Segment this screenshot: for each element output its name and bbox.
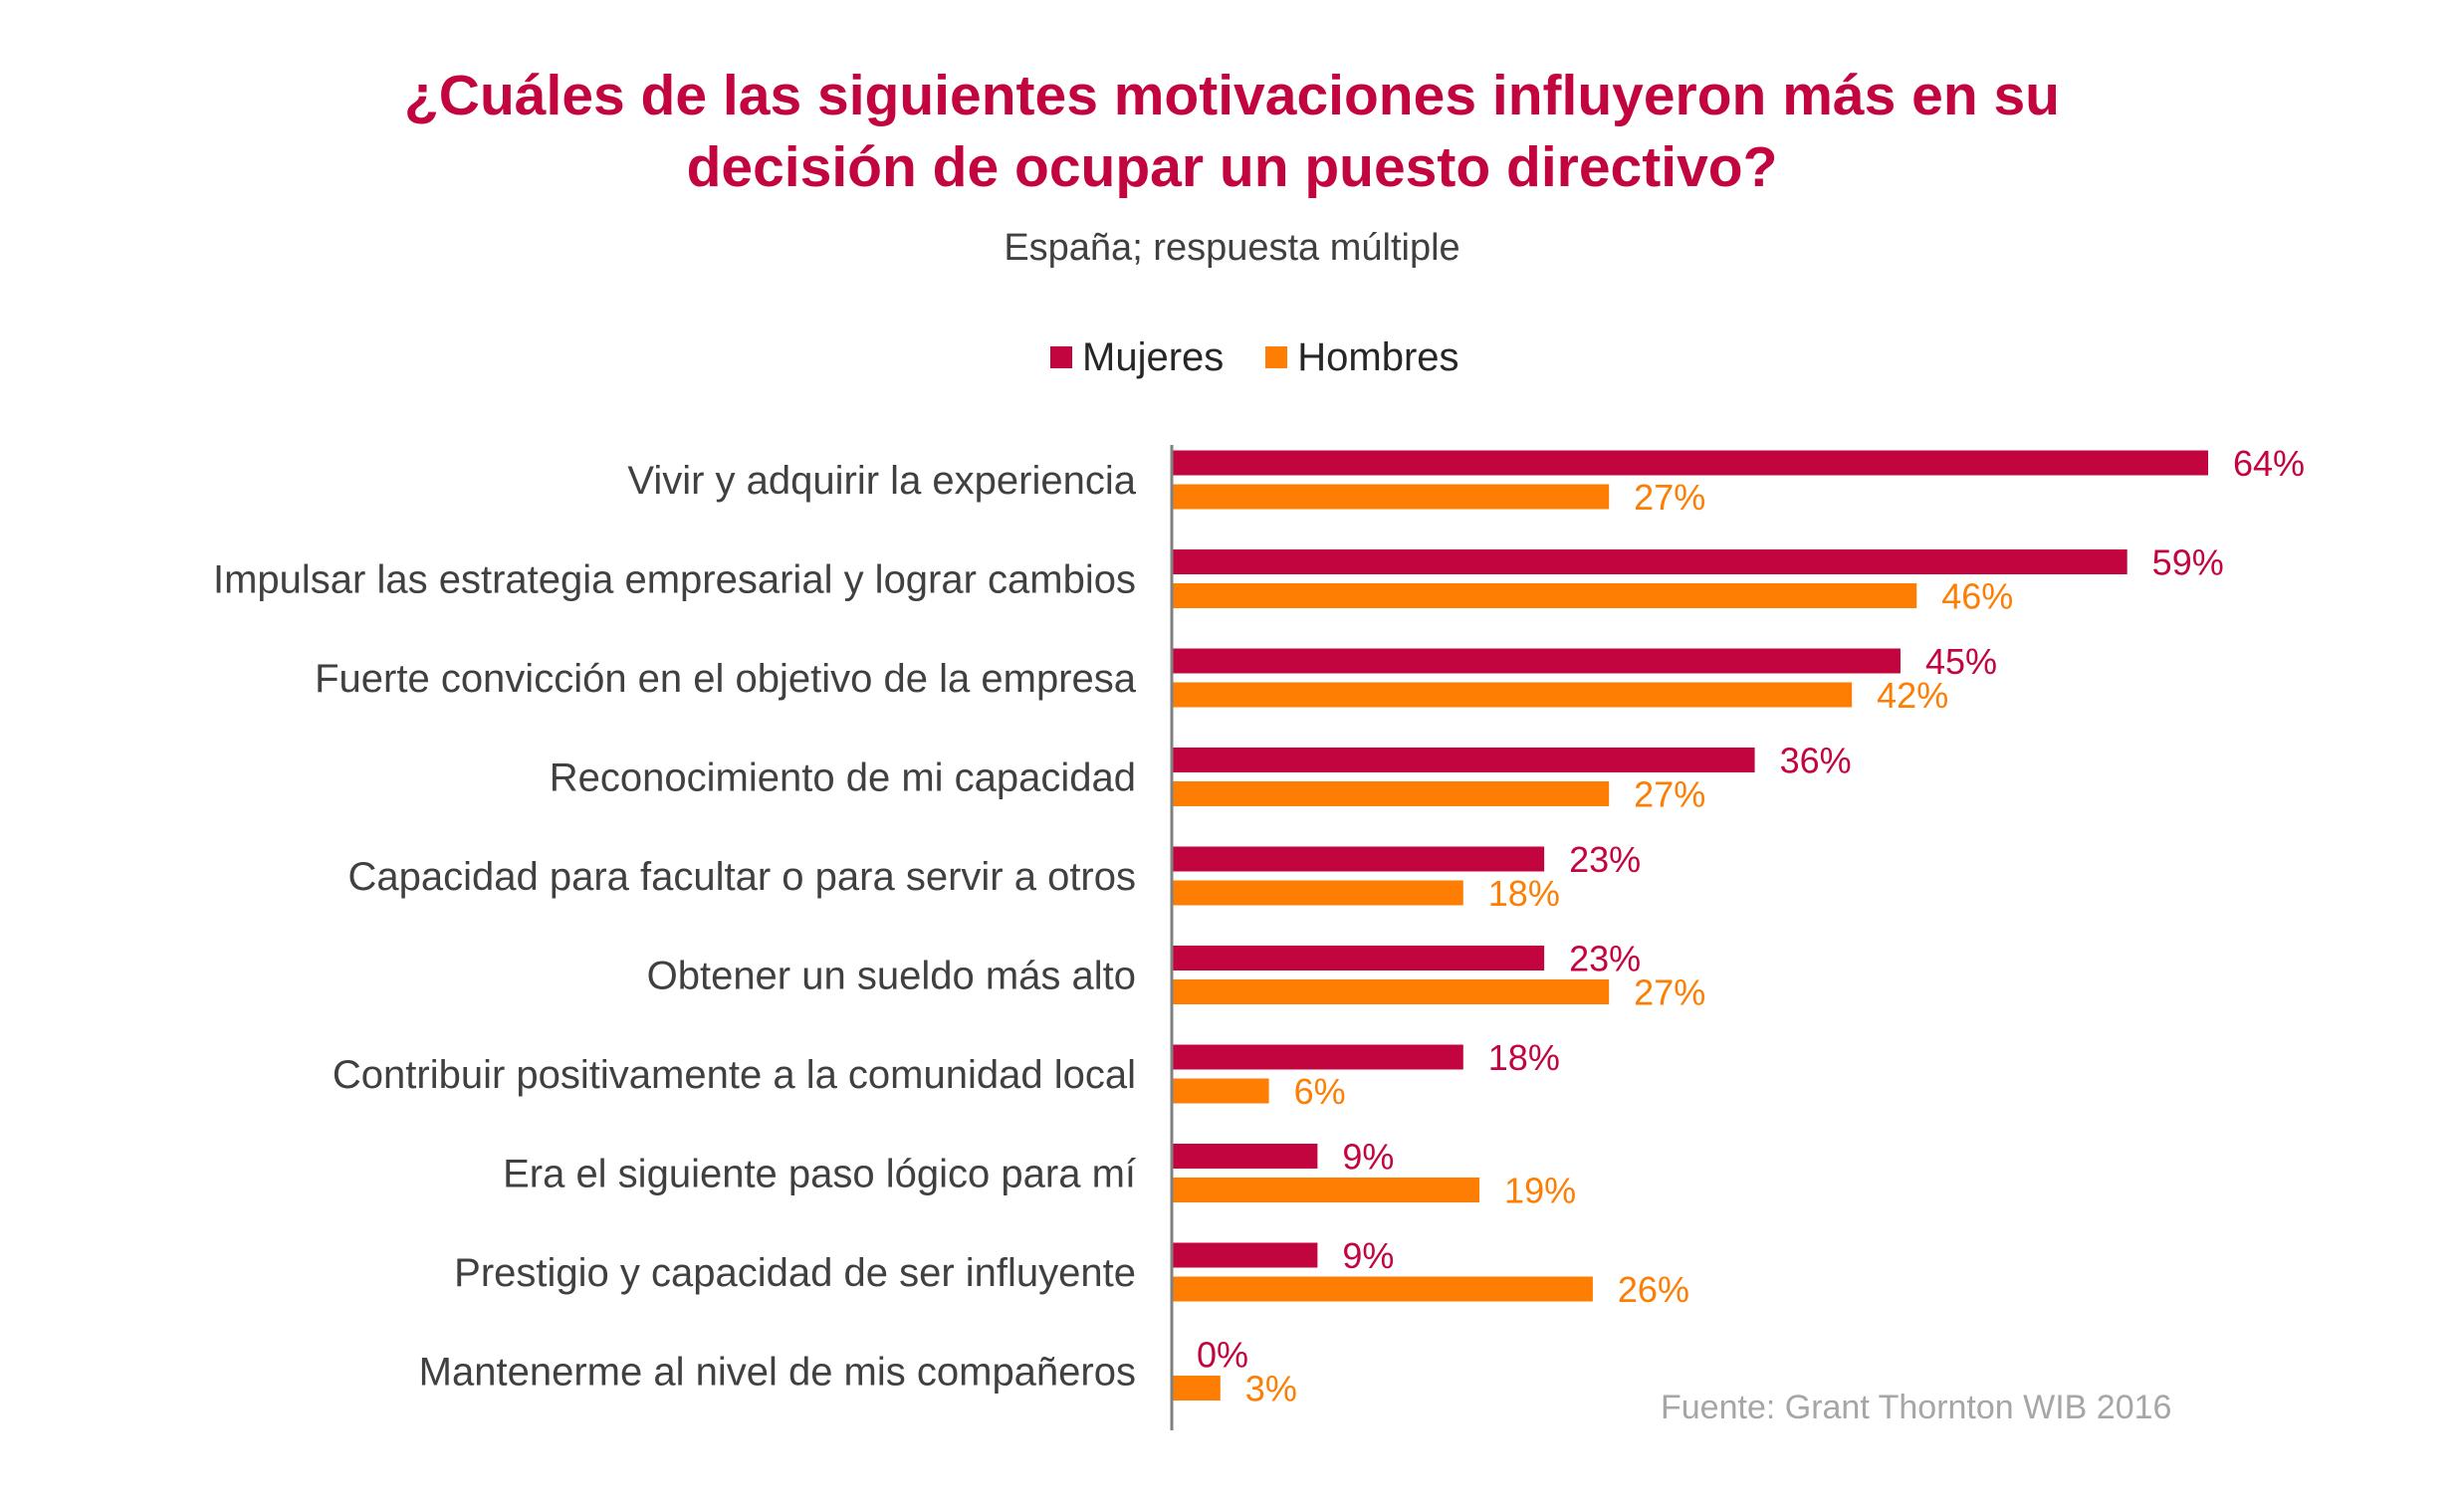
data-label-hombres: 46% [1941, 576, 2013, 617]
bar-hombres [1172, 1376, 1221, 1400]
legend: Mujeres Hombres [1050, 332, 1501, 382]
bar-hombres [1172, 1178, 1480, 1202]
data-label-hombres: 26% [1618, 1269, 1689, 1310]
bar-hombres [1172, 682, 1853, 708]
data-label-mujeres: 36% [1780, 741, 1852, 781]
legend-label-mujeres: Mujeres [1082, 334, 1225, 379]
data-label-mujeres: 64% [2233, 443, 2305, 484]
category-label: Contribuir positivamente a la comunidad … [333, 1053, 1136, 1097]
data-label-hombres: 3% [1245, 1369, 1297, 1409]
legend-swatch-hombres [1265, 346, 1288, 368]
legend-swatch-mujeres [1050, 346, 1072, 368]
bar-mujeres [1172, 846, 1545, 872]
bar-hombres [1172, 979, 1610, 1004]
data-label-hombres: 6% [1294, 1071, 1346, 1112]
category-label: Prestigio y capacidad de ser influyente [454, 1251, 1136, 1295]
category-label: Impulsar las estrategia empresarial y lo… [213, 558, 1136, 602]
bar-mujeres [1172, 946, 1545, 970]
source-note: Fuente: Grant Thornton WIB 2016 [1661, 1389, 2172, 1426]
bar-hombres [1172, 1276, 1593, 1302]
legend-label-hombres: Hombres [1297, 334, 1459, 379]
legend-item-mujeres: Mujeres [1050, 335, 1224, 380]
bar-hombres [1172, 781, 1610, 806]
category-label: Obtener un sueldo más alto [647, 955, 1136, 998]
chart-title: ¿Cuáles de las siguientes motivaciones i… [0, 60, 2464, 203]
bar-mujeres [1172, 648, 1901, 674]
bar-hombres [1172, 583, 1917, 608]
data-label-mujeres: 59% [2152, 542, 2224, 583]
bar-mujeres [1172, 1242, 1318, 1268]
data-label-hombres: 42% [1877, 675, 1948, 716]
bar-mujeres [1172, 1144, 1318, 1169]
data-label-mujeres: 18% [1488, 1037, 1560, 1078]
data-label-mujeres: 0% [1197, 1335, 1248, 1376]
data-label-mujeres: 23% [1569, 839, 1641, 880]
category-label: Capacidad para facultar o para servir a … [347, 855, 1136, 899]
chart-subtitle: España; respuesta múltiple [1004, 227, 1460, 269]
category-label: Mantenerme al nivel de mis compañeros [419, 1351, 1136, 1395]
bar-mujeres [1172, 450, 2208, 476]
data-label-mujeres: 9% [1342, 1137, 1394, 1178]
data-label-hombres: 27% [1634, 774, 1705, 815]
bar-hombres [1172, 484, 1610, 510]
bar-mujeres [1172, 549, 2128, 574]
data-label-mujeres: 45% [1925, 641, 1997, 682]
data-label-hombres: 27% [1634, 477, 1705, 518]
bar-hombres [1172, 880, 1463, 906]
bar-hombres [1172, 1078, 1269, 1104]
category-label: Fuerte convicción en el objetivo de la e… [315, 657, 1137, 701]
category-label: Vivir y adquirir la experiencia [627, 459, 1136, 503]
data-label-hombres: 18% [1488, 873, 1560, 914]
bar-mujeres [1172, 748, 1755, 772]
data-label-hombres: 19% [1504, 1171, 1576, 1211]
bar-mujeres [1172, 1044, 1463, 1070]
data-label-hombres: 27% [1634, 972, 1705, 1013]
chart-title-line-2: decisión de ocupar un puesto directivo? [686, 135, 1778, 199]
category-label: Era el siguiente paso lógico para mí [503, 1153, 1136, 1196]
legend-item-hombres: Hombres [1265, 334, 1459, 380]
data-label-mujeres: 9% [1342, 1235, 1394, 1276]
chart-title-line-1: ¿Cuáles de las siguientes motivaciones i… [403, 64, 2061, 127]
category-label: Reconocimiento de mi capacidad [550, 756, 1136, 800]
data-label-mujeres: 23% [1569, 939, 1641, 979]
